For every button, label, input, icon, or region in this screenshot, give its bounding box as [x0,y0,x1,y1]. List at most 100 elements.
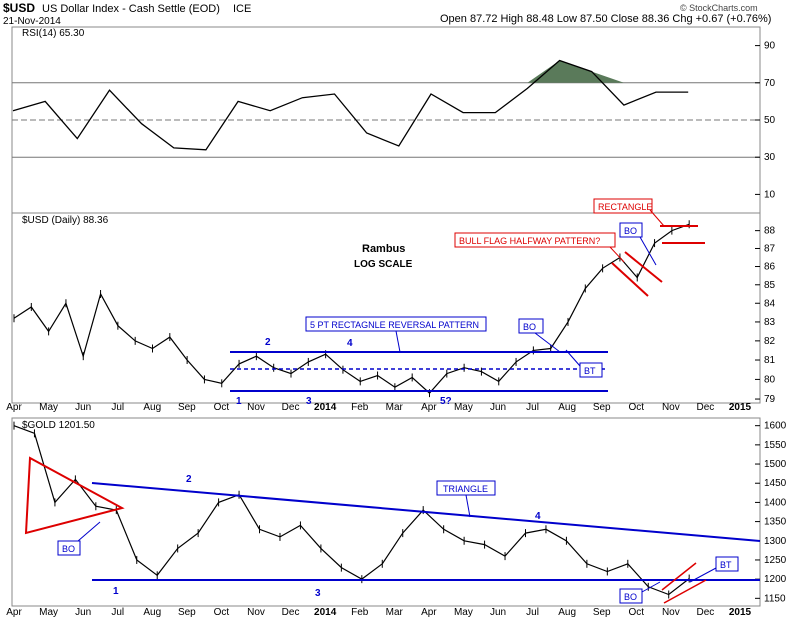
gold-bo2-box [619,588,643,604]
x-tick-label-usd: Jun [490,402,506,413]
x-tick-label-usd: Apr [421,402,437,413]
usd-price-line [13,223,690,394]
flag-lower-line [611,262,649,297]
usd-annotations: Rambus LOG SCALE 5 PT RECTAGNLE REVERSAL… [230,198,705,407]
x-tick-label-gold: Nov [662,607,680,618]
usd-bt-pointer [565,349,581,367]
x-tick-label-gold: Apr [6,607,22,618]
x-tick-label-usd: 2015 [729,402,752,413]
x-tick-label-gold: Sep [593,607,611,618]
gold-annotations: TRIANGLE BO BO BT 1 2 3 4 [24,456,761,604]
rectangle-label: RECTANGLE [598,202,652,212]
x-tick-label-gold: Aug [143,607,161,618]
gold-point-2: 2 [186,474,192,485]
gold-y-tick-label: 1350 [764,517,787,528]
x-tick-label-gold: Oct [629,607,645,618]
x-tick-label-gold: Mar [386,607,404,618]
rsi-line [12,59,689,151]
x-tick-label-gold: Jul [111,607,124,618]
x-tick-label-usd: Dec [697,402,715,413]
usd-y-tick-label: 83 [764,317,776,328]
gold-bo2-label: BO [624,592,637,602]
gold-triangle-red [24,456,125,535]
usd-bo1-pointer [534,332,561,353]
usd-bo1-label: BO [523,322,536,332]
usd-bo2-pointer [639,236,657,266]
usd-bt-label: BT [584,366,596,376]
usd-y-tick-label: 80 [764,374,776,385]
rectangle-pointer [649,209,665,227]
gold-channel-lower [663,579,707,604]
x-tick-label-usd: Apr [6,402,22,413]
usd-y-tick-label: 79 [764,394,776,405]
triangle-pointer [465,494,471,518]
gold-bt-box [715,556,739,572]
x-tick-label-usd: May [39,402,58,413]
rect-pattern-label: 5 PT RECTAGNLE REVERSAL PATTERN [310,320,479,330]
rectangle-box [593,198,653,214]
gold-y-tick-label: 1150 [764,593,786,604]
x-tick-label-usd: Nov [247,402,265,413]
usd-y-tick-label: 86 [764,262,776,273]
rect-pattern-pointer [395,330,401,353]
header-exchange: ICE [233,3,251,15]
x-tick-label-usd: Dec [282,402,300,413]
rsi-y-tick-label: 90 [764,41,776,52]
usd-title-rambus: Rambus [362,243,405,255]
rsi-label: RSI(14) 65.30 [22,28,85,39]
gold-y-tick-label: 1300 [764,536,787,547]
rsi-y-tick-label: 50 [764,115,776,126]
header-date: 21-Nov-2014 [3,16,61,27]
x-tick-label-usd: Jul [111,402,124,413]
bull-flag-pointer [609,246,625,263]
x-tick-label-usd: Aug [143,402,161,413]
x-tick-label-usd: Oct [629,402,645,413]
gold-layer: 1600 1550 1500 1450 1400 1350 1300 1250 1200 1150 [13,421,787,604]
usd-bo2-box [619,222,643,238]
gold-bo1-label: BO [62,544,75,554]
gold-label: $GOLD 1201.50 [22,420,95,431]
usd-y-tick-label: 87 [764,243,776,254]
rsi-layer: 90 70 50 30 10 [12,41,776,200]
gold-price-line [13,425,690,596]
usd-y-tick-label: 82 [764,336,776,347]
gold-triangle-top [91,482,761,542]
usd-y-tick-label: 81 [764,355,776,366]
x-tick-label-gold: Jul [526,607,539,618]
gold-bt-label: BT [720,560,732,570]
bull-flag-label: BULL FLAG HALFWAY PATTERN? [459,236,600,246]
x-tick-label-usd: Jun [75,402,91,413]
gold-point-1: 1 [113,586,119,597]
usd-bo2-label: BO [624,226,637,236]
usd-point-3: 3 [306,396,312,407]
gold-y-tick-label: 1400 [764,497,787,508]
usd-panel-frame [11,212,761,404]
x-tick-label-usd: Nov [662,402,680,413]
gold-point-3: 3 [315,588,321,599]
usd-bt-box [579,362,603,378]
usd-label: $USD (Daily) 88.36 [22,215,109,226]
rsi-overbought-area [495,60,624,83]
x-tick-label-usd: 2014 [314,402,337,413]
usd-y-tick-label: 84 [764,298,776,309]
x-tick-label-gold: Dec [697,607,715,618]
gold-point-4: 4 [535,511,541,522]
x-tick-label-gold: Sep [178,607,196,618]
usd-title-log: LOG SCALE [354,259,413,270]
gold-y-tick-label: 1600 [764,421,787,432]
gold-y-tick-label: 1450 [764,478,787,489]
x-tick-label-gold: Oct [214,607,230,618]
x-tick-label-gold: Jun [75,607,91,618]
gold-panel-frame [11,417,761,607]
x-tick-label-usd: Feb [351,402,369,413]
flag-upper-line [624,251,663,283]
bull-flag-box [454,232,616,248]
usd-y-tick-label: 88 [764,226,776,237]
usd-point-2: 2 [265,337,271,348]
rsi-y-tick-label: 30 [764,152,776,163]
gold-bo1-box [57,540,81,556]
gold-y-tick-label: 1550 [764,440,787,451]
triangle-label: TRIANGLE [443,484,488,494]
usd-point-1: 1 [236,396,242,407]
